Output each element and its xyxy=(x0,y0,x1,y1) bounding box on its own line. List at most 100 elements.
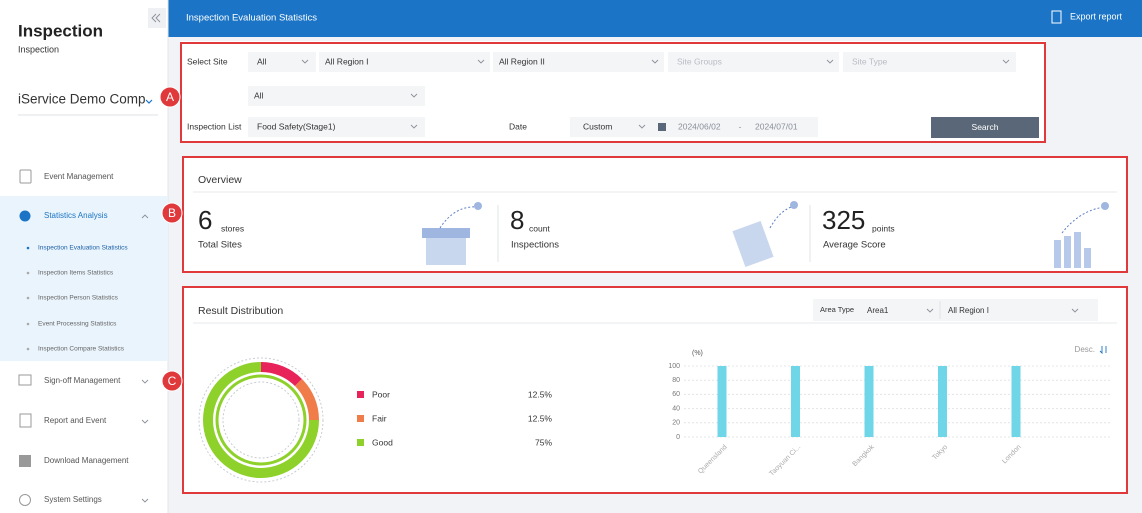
dropdown-placeholder: Site Type xyxy=(852,56,888,66)
submenu-item[interactable]: Inspection Compare Statistics xyxy=(38,346,125,353)
dropdown-value: Food Safety(Stage1) xyxy=(257,121,336,131)
legend-label: Good xyxy=(372,437,393,447)
legend-swatch xyxy=(357,391,364,398)
donut-guide xyxy=(222,381,300,459)
menu-icon xyxy=(19,169,32,184)
collapse-icon xyxy=(151,13,161,23)
dropdown-value: All Region II xyxy=(499,56,545,66)
highlight-box xyxy=(182,286,1128,494)
stat-unit: stores xyxy=(221,223,244,233)
date-picker[interactable] xyxy=(570,117,818,137)
dropdown[interactable] xyxy=(248,52,316,72)
submenu-item-active[interactable]: Inspection Evaluation Statistics xyxy=(38,245,128,252)
menu-chevron xyxy=(141,498,149,503)
bullet xyxy=(26,296,30,300)
dropdown-value: All xyxy=(257,56,267,66)
store-illustration xyxy=(422,202,482,265)
menu-icon xyxy=(19,413,32,428)
bullet xyxy=(26,271,30,275)
stat-unit: count xyxy=(529,223,550,233)
chevron xyxy=(477,59,485,64)
app-title: Inspection xyxy=(18,21,103,40)
donut-segment xyxy=(203,362,319,478)
dropdown-value[interactable]: All Region I xyxy=(948,306,989,315)
submenu-item[interactable]: Inspection Items Statistics xyxy=(38,270,114,277)
menu-icon xyxy=(19,210,31,222)
donut-segment xyxy=(260,362,303,387)
menu-item[interactable]: Sign-off Management xyxy=(44,376,121,385)
chevron xyxy=(926,308,934,313)
bar xyxy=(864,366,874,437)
overview-panel xyxy=(184,158,1127,272)
section-title: Result Distribution xyxy=(198,305,283,317)
legend-swatch xyxy=(357,415,364,422)
dropdown[interactable] xyxy=(668,52,839,72)
date-to[interactable]: 2024/07/01 xyxy=(755,121,798,131)
checklist-illustration xyxy=(732,201,798,267)
chevron xyxy=(301,59,309,64)
legend-value: 12.5% xyxy=(528,413,553,423)
donut-guide xyxy=(198,357,324,483)
submenu-item[interactable]: Event Processing Statistics xyxy=(38,321,117,328)
calendar-icon xyxy=(658,123,666,131)
callout-marker xyxy=(161,202,183,224)
date-from[interactable]: 2024/06/02 xyxy=(678,121,721,131)
dropdown[interactable] xyxy=(493,52,664,72)
legend-label: Poor xyxy=(372,389,390,399)
bar xyxy=(717,366,727,437)
dropdown[interactable] xyxy=(248,86,425,106)
menu-chevron xyxy=(141,379,149,384)
y-tick-label: 100 xyxy=(668,363,680,370)
chevron xyxy=(826,59,834,64)
callout-marker xyxy=(161,370,183,392)
dropdown-value[interactable]: Area1 xyxy=(867,306,889,315)
company-chevron xyxy=(145,99,153,104)
legend-swatch xyxy=(357,439,364,446)
bar xyxy=(791,366,800,437)
y-tick-label: 60 xyxy=(672,391,680,398)
chevron xyxy=(638,124,646,129)
donut-segment xyxy=(294,378,319,421)
bullet xyxy=(26,347,30,351)
bullet xyxy=(26,322,30,326)
filter-label: Area Type xyxy=(820,305,854,314)
highlight-box xyxy=(182,156,1128,273)
search-button[interactable] xyxy=(931,117,1039,138)
sort-toggle[interactable]: Desc. xyxy=(1075,345,1095,354)
dropdown[interactable] xyxy=(248,117,425,137)
bar xyxy=(938,366,947,437)
date-separator: - xyxy=(739,121,742,131)
menu-icon xyxy=(19,494,31,506)
menu-item[interactable]: System Settings xyxy=(44,495,102,504)
callout-marker xyxy=(159,86,181,108)
donut-chart: Poor 12.5% Fair 12.5% Good 75% xyxy=(203,362,553,478)
chart-illustration xyxy=(1054,202,1109,268)
collapse-button[interactable] xyxy=(148,8,166,28)
stat-value: 325 xyxy=(822,205,865,235)
stat-value: 6 xyxy=(198,205,212,235)
header-bar xyxy=(168,0,1142,37)
company-selector[interactable]: iService Demo Comp xyxy=(18,92,146,107)
legend-label: Fair xyxy=(372,413,387,423)
menu-item[interactable]: Event Management xyxy=(44,172,114,181)
y-tick-label: 80 xyxy=(672,377,680,384)
menu-item[interactable]: Report and Event xyxy=(44,416,107,425)
menu-chevron xyxy=(141,214,149,219)
chevron xyxy=(1002,59,1010,64)
dropdown-value: All Region I xyxy=(325,56,368,66)
filter-label: Select Site xyxy=(187,56,228,66)
result-panel xyxy=(184,288,1127,493)
menu-item-active[interactable]: Statistics Analysis xyxy=(44,211,108,220)
export-button[interactable]: Export report xyxy=(1070,11,1123,21)
dropdown[interactable] xyxy=(843,52,1016,72)
chevron xyxy=(651,59,659,64)
dropdown[interactable] xyxy=(319,52,490,72)
area-filter xyxy=(813,299,1098,321)
callout-letter: B xyxy=(168,206,176,220)
bullet xyxy=(26,246,30,250)
page-title: Inspection Evaluation Statistics xyxy=(186,13,317,24)
menu-item[interactable]: Download Management xyxy=(44,456,129,465)
date-mode[interactable]: Custom xyxy=(583,121,612,131)
submenu-item[interactable]: Inspection Person Statistics xyxy=(38,295,119,302)
